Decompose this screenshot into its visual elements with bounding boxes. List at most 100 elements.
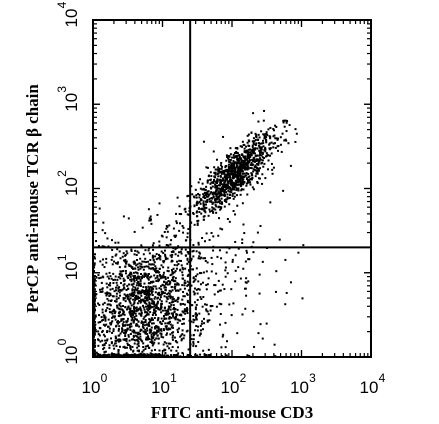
event-point	[109, 322, 112, 325]
event-point	[174, 340, 177, 343]
event-point	[178, 259, 181, 262]
event-point	[231, 258, 234, 261]
event-point	[225, 185, 228, 188]
event-point	[144, 321, 147, 324]
event-point	[156, 271, 159, 274]
event-point	[232, 166, 235, 169]
event-point	[106, 297, 109, 300]
event-point	[235, 174, 238, 177]
event-point	[209, 210, 212, 213]
event-point	[124, 258, 127, 261]
event-point	[219, 187, 222, 190]
event-point	[254, 132, 257, 135]
event-point	[176, 318, 179, 321]
event-point	[198, 251, 201, 254]
event-point	[228, 203, 231, 206]
event-point	[236, 154, 239, 157]
event-point	[106, 291, 109, 294]
event-point	[134, 334, 137, 337]
event-point	[149, 341, 152, 344]
event-point	[202, 193, 205, 196]
event-point	[132, 278, 135, 281]
event-point	[244, 307, 247, 310]
event-point	[216, 201, 219, 204]
event-point	[135, 279, 138, 282]
event-point	[133, 306, 136, 309]
event-point	[246, 168, 249, 171]
event-point	[176, 282, 179, 285]
event-point	[255, 134, 258, 137]
event-point	[126, 275, 129, 278]
event-point	[97, 274, 100, 277]
event-point	[95, 276, 98, 279]
event-point	[117, 352, 120, 355]
event-point	[240, 188, 243, 191]
event-point	[259, 150, 262, 153]
event-point	[209, 178, 212, 181]
event-point	[152, 268, 155, 271]
event-point	[158, 308, 161, 311]
event-point	[153, 341, 156, 344]
event-point	[168, 224, 171, 227]
event-point	[212, 150, 215, 153]
event-point	[127, 263, 130, 266]
event-point	[106, 338, 109, 341]
event-point	[237, 183, 240, 186]
event-point	[186, 262, 189, 265]
event-point	[103, 335, 106, 338]
event-point	[164, 322, 167, 325]
event-point	[142, 306, 145, 309]
event-point	[265, 152, 268, 155]
event-point	[162, 261, 165, 264]
event-point	[120, 273, 123, 276]
event-point	[134, 286, 137, 289]
event-point	[141, 291, 144, 294]
event-point	[210, 231, 213, 234]
event-point	[193, 293, 196, 296]
event-point	[109, 294, 112, 297]
event-point	[204, 257, 207, 260]
event-point	[172, 300, 175, 303]
event-point	[114, 278, 117, 281]
event-point	[111, 316, 114, 319]
event-point	[146, 333, 149, 336]
event-point	[167, 276, 170, 279]
event-point	[285, 139, 288, 142]
event-point	[142, 330, 145, 333]
event-point	[157, 318, 160, 321]
event-point	[116, 306, 119, 309]
event-point	[202, 218, 205, 221]
event-point	[147, 285, 150, 288]
event-point	[115, 262, 118, 265]
event-point	[190, 320, 193, 323]
event-point	[193, 319, 196, 322]
event-point	[279, 143, 282, 146]
event-point	[124, 253, 127, 256]
event-point	[138, 307, 141, 310]
event-point	[144, 286, 147, 289]
event-point	[200, 322, 203, 325]
event-point	[228, 160, 231, 163]
event-point	[150, 298, 153, 301]
event-point	[161, 275, 164, 278]
event-point	[225, 198, 228, 201]
event-point	[148, 337, 151, 340]
event-point	[179, 268, 182, 271]
event-point	[158, 293, 161, 296]
event-point	[97, 302, 100, 305]
event-point	[224, 321, 227, 324]
event-point	[253, 166, 256, 169]
event-point	[251, 140, 254, 143]
event-point	[225, 251, 228, 254]
event-point	[203, 209, 206, 212]
event-point	[134, 331, 137, 334]
event-point	[210, 270, 213, 273]
event-point	[158, 349, 161, 352]
event-point	[183, 334, 186, 337]
event-point	[249, 166, 252, 169]
event-point	[117, 328, 120, 331]
event-point	[239, 168, 242, 171]
event-point	[202, 202, 205, 205]
event-point	[278, 238, 281, 241]
event-point	[93, 318, 96, 321]
